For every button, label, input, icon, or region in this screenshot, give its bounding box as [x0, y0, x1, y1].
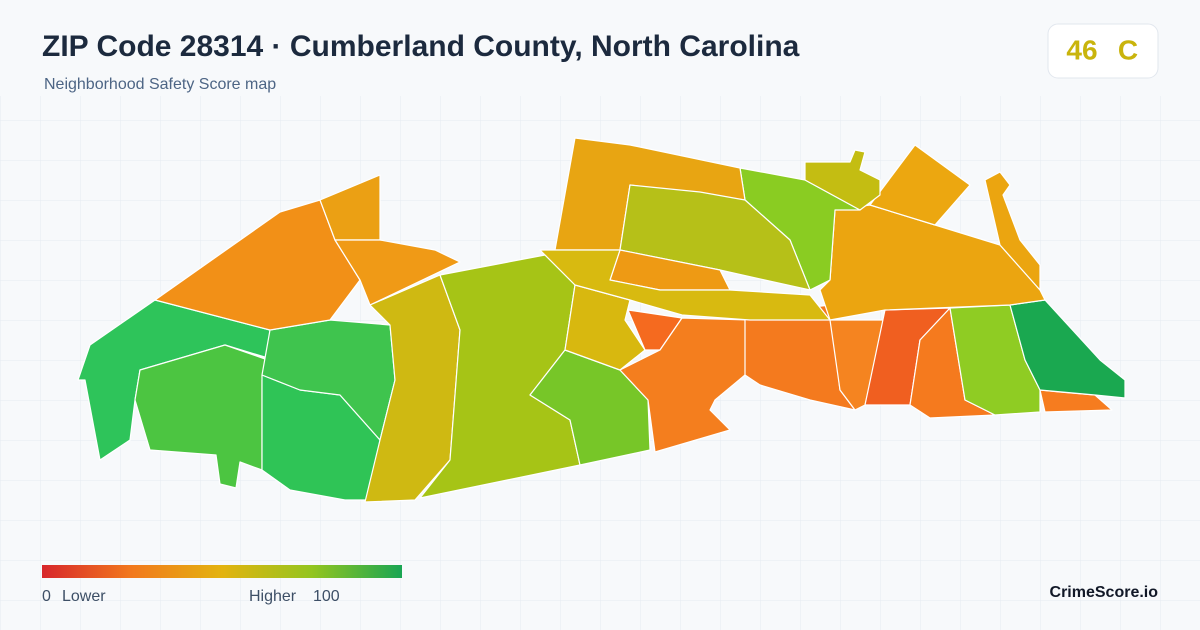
map-region [804, 149, 881, 211]
zip-map [77, 137, 1126, 503]
legend-max: 100 [313, 588, 340, 605]
map-region [1009, 299, 1126, 399]
score-value: 46 [1066, 34, 1097, 65]
map-region [539, 249, 831, 321]
page-subtitle: Neighborhood Safety Score map [44, 76, 276, 93]
brand: CrimeScore.io [1050, 584, 1159, 601]
legend-gradient [42, 565, 402, 578]
map-region [134, 344, 269, 489]
page-title: ZIP Code 28314 · Cumberland County, Nort… [42, 30, 800, 63]
score-badge [1047, 23, 1159, 79]
map-region [984, 171, 1041, 291]
map-region [334, 239, 461, 306]
legend-max-label: Higher [249, 588, 297, 605]
map-region [869, 144, 971, 226]
map-region [829, 319, 886, 411]
score-grade: C [1118, 34, 1138, 65]
legend-min: 0 [42, 588, 51, 605]
legend-min-label: Lower [62, 588, 106, 605]
